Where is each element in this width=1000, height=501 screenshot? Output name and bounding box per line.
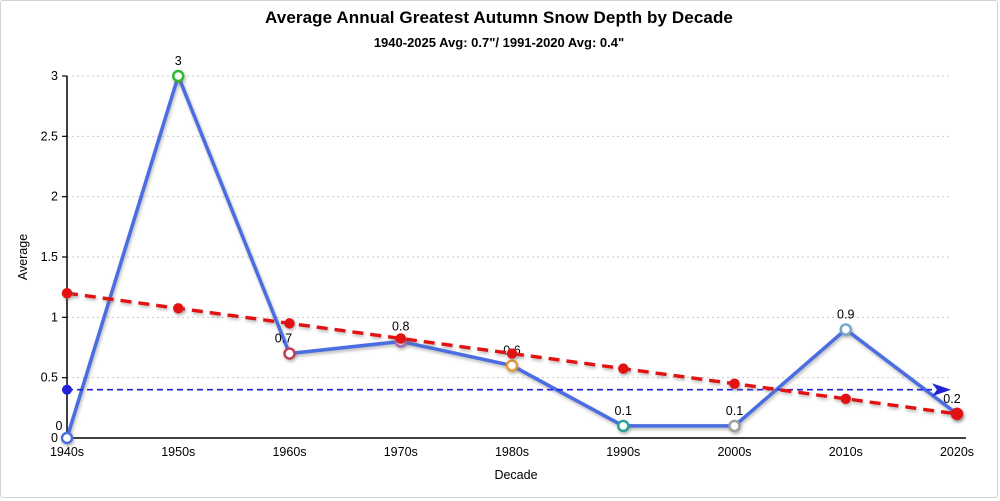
- y-tick-label: 3: [51, 69, 58, 83]
- point-value-label: 3: [175, 54, 182, 68]
- point-value-label: 0.1: [726, 404, 743, 418]
- x-tick-label: 2020s: [940, 445, 974, 459]
- point-value-label: 0.2: [943, 392, 960, 406]
- trend-point: [729, 378, 740, 389]
- point-value-label: 0.8: [392, 319, 409, 333]
- data-point-marker: [505, 359, 519, 372]
- trend-point: [840, 393, 851, 404]
- x-tick-label: 1940s: [50, 445, 84, 459]
- y-tick-label: 0: [51, 431, 58, 445]
- trend-point: [506, 348, 518, 359]
- average-line-start-dot: [62, 384, 72, 395]
- y-tick-label: 2.5: [41, 129, 58, 143]
- x-tick-label: 1960s: [272, 445, 306, 459]
- trend-point: [951, 407, 963, 420]
- point-value-label: 0.1: [615, 404, 632, 418]
- arrow-right-icon: [932, 383, 951, 397]
- x-tick-label: 1950s: [161, 445, 195, 459]
- trend-point: [173, 303, 184, 314]
- data-point-marker: [60, 431, 74, 445]
- x-tick-label: 1990s: [606, 445, 640, 459]
- trend-point: [61, 288, 73, 299]
- data-point-marker: [839, 323, 852, 336]
- x-tick-label: 1970s: [384, 445, 418, 459]
- data-point-marker: [728, 419, 741, 433]
- point-value-label: 0.7: [275, 332, 292, 346]
- y-tick-label: 1: [51, 310, 58, 324]
- y-axis-title: Average: [16, 234, 30, 280]
- x-tick-label: 2000s: [717, 445, 751, 459]
- y-tick-label: 2: [51, 190, 58, 204]
- y-tick-label: 1.5: [41, 250, 58, 264]
- x-tick-label: 1980s: [495, 445, 529, 459]
- point-value-label: 0.9: [837, 307, 854, 321]
- trend-point: [284, 318, 295, 329]
- chart-subtitle: 1940-2025 Avg: 0.7"/ 1991-2020 Avg: 0.4": [373, 35, 625, 50]
- data-point-marker: [172, 69, 185, 83]
- trend-point: [618, 363, 629, 374]
- chart-title: Average Annual Greatest Autumn Snow Dept…: [265, 8, 733, 27]
- x-tick-label: 2010s: [829, 445, 863, 459]
- y-tick-label: 0.5: [41, 371, 58, 385]
- data-point-marker: [283, 347, 296, 360]
- trend-line: [66, 291, 958, 416]
- point-value-label: 0: [56, 419, 63, 433]
- trend-point: [395, 333, 406, 344]
- x-axis-title: Decade: [494, 468, 537, 482]
- data-point-marker: [617, 419, 630, 433]
